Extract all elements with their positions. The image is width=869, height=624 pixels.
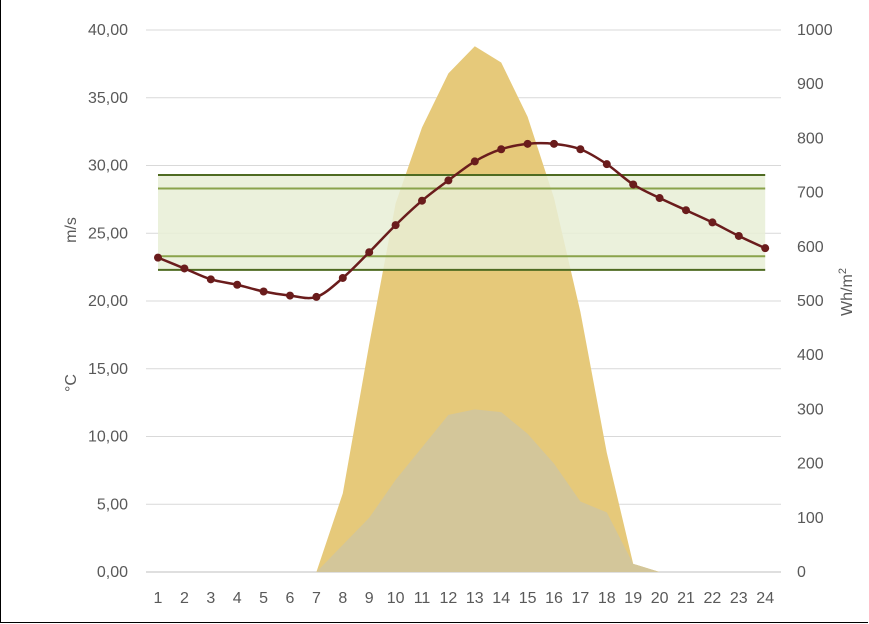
x-tick-label: 13 [466, 590, 484, 607]
left-tick-label: 25,00 [88, 225, 128, 242]
temperature-point [391, 221, 400, 230]
x-tick-label: 16 [545, 590, 563, 607]
left-tick-label: 10,00 [88, 429, 128, 446]
right-tick-label: 0 [797, 564, 806, 581]
x-tick-label: 23 [730, 590, 748, 607]
x-tick-label: 24 [756, 590, 774, 607]
left-tick-label: 35,00 [88, 90, 128, 107]
right-tick-label: 200 [797, 456, 824, 473]
x-axis-ticks: 1 2 3 4 5 6 7 8 9 10 11 12 13 14 15 16 17 18 19 20 21 22 23 24 [154, 590, 775, 607]
temperature-point [576, 145, 585, 154]
x-tick-label: 6 [286, 590, 295, 607]
right-axis-title-exponent: 2 [837, 268, 849, 274]
left-tick-label: 40,00 [88, 22, 128, 39]
temperature-point [286, 291, 294, 300]
right-tick-label: 300 [797, 401, 824, 418]
irradiance-area-total [158, 46, 766, 572]
temperature-point [550, 139, 558, 148]
temperature-point [259, 287, 268, 296]
x-tick-label: 11 [414, 590, 431, 607]
temperature-point [180, 264, 189, 273]
x-tick-label: 8 [338, 590, 347, 607]
x-tick-label: 2 [180, 590, 189, 607]
left-tick-label: 5,00 [97, 496, 128, 513]
right-tick-label: 1000 [797, 22, 833, 39]
temperature-point [418, 196, 426, 205]
temperature-point [734, 231, 743, 240]
right-axis-ticks: 0 100 200 300 400 500 600 700 800 900 1000 [797, 22, 833, 581]
temperature-point [233, 280, 242, 289]
x-tick-label: 3 [206, 590, 215, 607]
right-tick-label: 700 [797, 185, 824, 202]
left-axis-ticks: 0,00 5,00 10,00 15,00 20,00 25,00 30,00 35,00 40… [88, 22, 128, 581]
temperature-line-series [154, 139, 770, 301]
area-series [158, 46, 766, 572]
temperature-point [602, 160, 611, 169]
x-tick-label: 14 [492, 590, 510, 607]
temperature-point [708, 218, 717, 227]
temperature-point [523, 139, 532, 148]
temperature-point [682, 206, 690, 215]
x-tick-label: 12 [440, 590, 458, 607]
right-tick-label: 800 [797, 130, 824, 147]
x-tick-label: 21 [677, 590, 695, 607]
x-tick-label: 22 [704, 590, 722, 607]
x-tick-label: 5 [259, 590, 268, 607]
left-axis-title-bottom: °C [63, 374, 80, 392]
comfort-band-fill [158, 174, 766, 270]
comfort-bands [158, 173, 766, 271]
temperature-point [444, 176, 453, 185]
left-tick-label: 20,00 [88, 293, 128, 310]
right-axis-title-base: Wh/m [839, 274, 856, 316]
right-tick-label: 500 [797, 293, 824, 310]
temperature-point [497, 145, 506, 154]
x-tick-label: 17 [572, 590, 590, 607]
left-tick-label: 0,00 [97, 564, 128, 581]
x-tick-label: 9 [365, 590, 374, 607]
temperature-point [470, 157, 479, 166]
right-tick-label: 100 [797, 510, 824, 527]
x-tick-label: 7 [312, 590, 321, 607]
temperature-point [365, 248, 374, 257]
x-tick-label: 1 [154, 590, 163, 607]
right-tick-label: 400 [797, 347, 824, 364]
irradiance-area-diffuse [158, 409, 766, 572]
x-tick-label: 15 [519, 590, 537, 607]
x-tick-label: 4 [233, 590, 242, 607]
right-tick-label: 900 [797, 76, 824, 93]
x-tick-label: 18 [598, 590, 616, 607]
temperature-point [655, 194, 664, 203]
left-tick-label: 15,00 [88, 361, 128, 378]
temperature-point [312, 292, 321, 301]
x-tick-label: 19 [624, 590, 642, 607]
temperature-point [629, 180, 638, 189]
temperature-point [206, 275, 215, 284]
left-tick-label: 30,00 [88, 158, 128, 175]
right-axis-title: Wh/m2 [837, 268, 856, 316]
temperature-point [761, 244, 770, 253]
temperature-point [338, 273, 347, 282]
right-tick-label: 600 [797, 239, 824, 256]
left-axis-title-top: m/s [63, 217, 80, 243]
x-tick-label: 20 [651, 590, 669, 607]
temperature-point [154, 253, 162, 262]
x-tick-label: 10 [387, 590, 405, 607]
